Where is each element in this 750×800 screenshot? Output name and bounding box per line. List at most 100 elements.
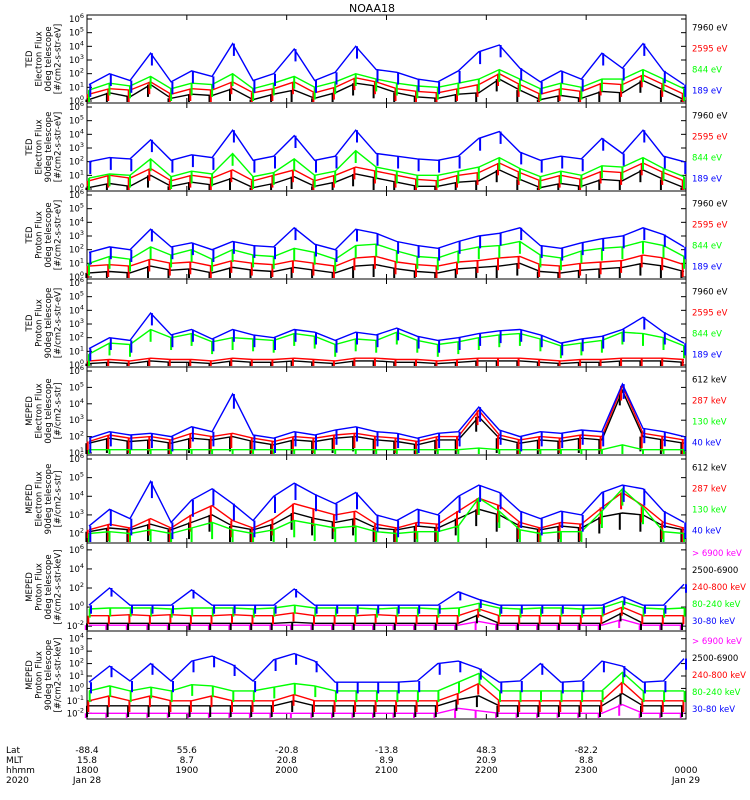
- legend-entry: 130 keV: [692, 505, 727, 515]
- x-tick-label-hhmm: 1900: [175, 766, 198, 776]
- legend-entry: 240-800 keV: [692, 583, 746, 593]
- series-line-844-ev: [88, 149, 685, 179]
- y-tick-label: 105: [69, 202, 84, 215]
- y-axis-label-line: Proton Flux: [35, 563, 45, 611]
- y-tick-label: 103: [69, 644, 84, 657]
- legend-entry: 2595 eV: [692, 221, 728, 231]
- chart-title: NOAA18: [349, 2, 395, 15]
- y-axis-label-line: MEPED: [25, 484, 35, 514]
- legend-entry: 2595 eV: [692, 309, 728, 319]
- y-tick-label: 101: [69, 344, 84, 357]
- x-tick-label-lat: 48.3: [476, 746, 496, 756]
- legend-entry: 7960 eV: [692, 24, 728, 34]
- x-tick-label-hhmm: 0000: [675, 766, 698, 776]
- y-axis-label-line: 90deg telescope: [44, 288, 54, 359]
- y-tick-label: 100: [69, 681, 84, 694]
- series-line-189-ev: [88, 312, 685, 350]
- y-tick-label: 102: [69, 243, 84, 256]
- y-axis-label-line: [#/cm2-s-str-keV]: [54, 550, 64, 625]
- y-tick-label: 102: [69, 430, 84, 443]
- y-axis-label-line: Proton Flux: [35, 651, 45, 699]
- y-tick-label: 104: [69, 127, 84, 140]
- series-line-240-800-kev: [89, 606, 684, 617]
- x-tick-label-hhmm: 2200: [475, 766, 498, 776]
- x-tick-label-mlt: 20.8: [277, 756, 297, 766]
- legend-entry: 2595 eV: [692, 45, 728, 55]
- legend-entry: 7960 eV: [692, 200, 728, 210]
- y-axis-label-line: 90deg telescope: [44, 464, 54, 535]
- y-axis-label: MEPEDElectron Flux90deg telescope[#/cm2-…: [25, 464, 64, 535]
- series-line-30-80-kev: [88, 583, 685, 606]
- series-line-189-ev: [88, 226, 685, 254]
- series-line-80-240-kev: [88, 671, 684, 692]
- y-axis-label-line: [#/cm2-s-str-eV]: [54, 24, 64, 94]
- y-axis-label-line: 0deg telescope: [44, 378, 54, 443]
- y-axis-label-line: TED: [25, 50, 35, 69]
- legend-entry: 189 eV: [692, 350, 722, 360]
- y-tick-label: 102: [69, 67, 84, 80]
- y-axis-label-line: [#/cm2-s-str-keV]: [54, 638, 64, 713]
- y-tick-label: 101: [69, 80, 84, 93]
- y-tick-label: 10-2: [67, 706, 84, 719]
- legend-entry: 30-80 keV: [692, 705, 735, 715]
- y-axis-label-line: Proton Flux: [35, 299, 45, 347]
- y-axis-label: TEDElectron Flux0deg telescope[#/cm2-s-s…: [25, 24, 64, 94]
- legend-entry: > 6900 keV: [692, 549, 742, 559]
- x-tick-label-mlt: 15.8: [77, 756, 97, 766]
- y-axis-label-line: 0deg telescope: [44, 26, 54, 91]
- y-tick-label: 103: [69, 229, 84, 242]
- y-tick-label: 10-1: [67, 694, 84, 707]
- x-tick-label-date: Jan 28: [72, 776, 101, 786]
- legend-entry: 80-240 keV: [692, 600, 741, 610]
- y-axis-label-line: [#/cm2-s-str]: [54, 383, 64, 440]
- series-line-130-kev: [89, 444, 684, 451]
- legend-entry: 844 eV: [692, 153, 722, 163]
- y-axis-label-line: TED: [25, 314, 35, 333]
- x-tick-label-mlt: 20.9: [476, 756, 496, 766]
- x-tick-label-hhmm: 1800: [76, 766, 99, 776]
- y-tick-label: 104: [69, 489, 84, 502]
- y-tick-label: 104: [69, 397, 84, 410]
- y-axis-label: TEDProton Flux0deg telescope[#/cm2-s-str…: [25, 200, 64, 270]
- y-tick-label: 102: [69, 155, 84, 168]
- y-tick-label: 105: [69, 380, 84, 393]
- series-line-2500-6900: [89, 612, 684, 624]
- y-axis-label-line: 90deg telescope: [44, 112, 54, 183]
- x-tick-label-lat: -13.8: [375, 746, 399, 756]
- legend-entry: 7960 eV: [692, 288, 728, 298]
- y-axis-label-line: 0deg telescope: [44, 554, 54, 619]
- series-line-2595-ev: [88, 357, 685, 362]
- legend-entry: 612 keV: [692, 464, 727, 474]
- series-line-2595-ev: [88, 162, 685, 182]
- y-tick-label: 101: [69, 168, 84, 181]
- y-axis-label: TEDElectron Flux90deg telescope[#/cm2-s-…: [25, 112, 64, 183]
- series-line-130-kev: [88, 487, 685, 535]
- y-axis-label: MEPEDElectron Flux0deg telescope[#/cm2-s…: [25, 378, 64, 443]
- series-line--6900-kev: [89, 618, 684, 626]
- y-axis-label-line: MEPED: [25, 396, 35, 426]
- y-axis-label-line: [#/cm2-s-str-eV]: [54, 112, 64, 182]
- legend-entry: 189 eV: [692, 86, 722, 96]
- series-line-2595-ev: [88, 72, 685, 95]
- y-axis-label-line: TED: [25, 138, 35, 157]
- legend-entry: 2595 eV: [692, 133, 728, 143]
- x-tick-label-lat: -20.8: [275, 746, 299, 756]
- series-line-844-ev: [88, 68, 685, 91]
- x-tick-label-mlt: 8.8: [579, 756, 594, 766]
- series-line-189-ev: [88, 42, 685, 86]
- y-tick-label: 106: [69, 12, 84, 25]
- series-line-189-ev: [88, 128, 685, 163]
- y-axis-label-line: 0deg telescope: [44, 202, 54, 267]
- panel-frame: [86, 278, 687, 368]
- y-tick-label: 102: [69, 331, 84, 344]
- y-axis-label-line: MEPED: [25, 660, 35, 690]
- y-tick-label: 105: [69, 471, 84, 484]
- y-tick-label: 103: [69, 317, 84, 330]
